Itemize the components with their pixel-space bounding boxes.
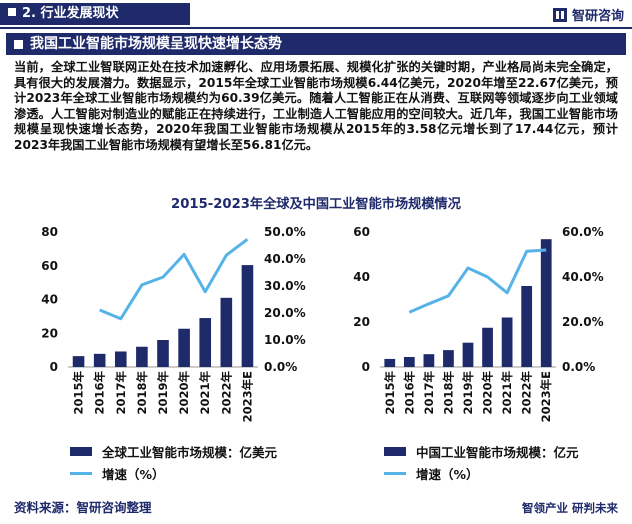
section-title-bar: 我国工业智能市场规模呈现快速增长态势 <box>6 33 626 55</box>
x-tick-label: 2022年 <box>520 371 534 415</box>
growth-line <box>408 248 547 314</box>
y-tick-label-right: 40.0% <box>562 270 604 284</box>
bar <box>220 297 233 367</box>
x-tick-label: 2019年 <box>156 371 170 415</box>
bar <box>157 340 169 367</box>
top-bar: 2. 行业发展现状 智研咨询 <box>0 0 632 29</box>
y-tick-label-left: 80 <box>41 225 58 239</box>
x-tick-label: 2017年 <box>114 371 128 415</box>
y-tick-label-left: 20 <box>353 315 370 329</box>
x-tick-label: 2015年 <box>72 371 86 415</box>
bullet-icon <box>8 8 16 16</box>
x-tick-label: 2020年 <box>177 371 191 415</box>
y-tick-label-right: 50.0% <box>264 225 306 239</box>
x-tick-label: 2022年 <box>219 371 233 415</box>
x-tick-label: 2020年 <box>481 371 495 415</box>
y-tick-label-left: 0 <box>50 360 58 374</box>
x-tick-label: 2021年 <box>500 371 514 415</box>
legend-item-bar: 中国工业智能市场规模：亿元 <box>384 440 579 462</box>
x-tick-label: 2021年 <box>198 371 212 415</box>
x-tick-label: 2018年 <box>441 371 455 415</box>
bar <box>443 350 454 367</box>
line-swatch <box>70 471 92 475</box>
y-tick-label-right: 0.0% <box>562 360 595 374</box>
section-title: 我国工业智能市场规模呈现快速增长态势 <box>30 36 282 52</box>
growth-line <box>99 238 249 321</box>
bar <box>384 358 396 367</box>
y-tick-label-right: 60.0% <box>562 225 604 239</box>
legend-item-line: 增速（%） <box>384 462 579 484</box>
y-tick-label-left: 0 <box>362 360 370 374</box>
square-icon <box>14 40 23 49</box>
bar <box>423 354 435 367</box>
legend-item-bar: 全球工业智能市场规模：亿美元 <box>70 440 277 462</box>
bar <box>501 317 513 367</box>
bar <box>482 327 493 367</box>
y-tick-label-right: 20.0% <box>562 315 604 329</box>
x-tick-label: 2016年 <box>402 371 416 415</box>
charts-area: 0 20 40 60 80 0.0% 10.0% 20.0% 30.0% 40.0% 50.0% 20… <box>41 225 604 423</box>
bar <box>521 286 533 367</box>
chapter-label: 2. 行业发展现状 <box>22 6 119 21</box>
bar <box>72 356 85 367</box>
legend-label: 增速（%） <box>102 466 165 482</box>
y-tick-label-left: 40 <box>41 293 58 307</box>
y-tick-label-left: 60 <box>353 225 370 239</box>
bar <box>462 342 474 367</box>
chapter-tab: 2. 行业发展现状 <box>0 3 190 25</box>
logo-icon <box>552 7 567 22</box>
y-tick-label-left: 40 <box>353 270 370 284</box>
bar <box>114 351 127 367</box>
y-tick-label-right: 0.0% <box>264 360 297 374</box>
y-tick-label-right: 20.0% <box>264 306 306 320</box>
bar <box>178 328 190 367</box>
x-tick-label: 2023年E <box>240 371 254 423</box>
bar <box>540 239 552 367</box>
brand-name: 智研咨询 <box>571 9 624 24</box>
source-note: 资料来源：智研咨询整理 <box>14 500 152 515</box>
legend-left: 全球工业智能市场规模：亿美元 增速（%） <box>70 440 277 484</box>
y-tick-label-left: 60 <box>41 259 58 273</box>
y-tick-label-left: 20 <box>41 326 58 340</box>
body-paragraph: 当前，全球工业智联网正处在技术加速孵化、应用场景拓展、规模化扩张的关键时期，产业… <box>14 60 618 152</box>
x-tick-label: 2023年E <box>539 371 553 423</box>
line-swatch <box>384 471 406 475</box>
bar <box>199 318 212 367</box>
legend-item-line: 增速（%） <box>70 462 277 484</box>
brand-logo: 智研咨询 <box>552 5 624 24</box>
y-tick-label-right: 30.0% <box>264 279 306 293</box>
legend-label: 增速（%） <box>416 466 479 482</box>
legend-label: 中国工业智能市场规模：亿元 <box>416 444 579 460</box>
y-tick-label-right: 40.0% <box>264 252 306 266</box>
bar-swatch <box>384 446 406 456</box>
x-tick-label: 2016年 <box>93 371 107 415</box>
x-tick-label: 2017年 <box>422 371 436 415</box>
x-tick-label: 2019年 <box>461 371 475 415</box>
legend-right: 中国工业智能市场规模：亿元 增速（%） <box>384 440 579 484</box>
chart-title: 2015-2023年全球及中国工业智能市场规模情况 <box>171 197 461 212</box>
x-tick-label: 2015年 <box>383 371 397 415</box>
bar <box>403 356 415 367</box>
bar <box>241 265 254 367</box>
bar-swatch <box>70 446 92 456</box>
footer-slogan: 智领产业 研判未来 <box>521 501 618 515</box>
y-tick-label-right: 10.0% <box>264 333 306 347</box>
divider <box>0 27 632 29</box>
bar <box>136 346 148 367</box>
x-tick-label: 2018年 <box>135 371 149 415</box>
bar <box>93 353 106 367</box>
legend-label: 全球工业智能市场规模：亿美元 <box>102 444 278 460</box>
